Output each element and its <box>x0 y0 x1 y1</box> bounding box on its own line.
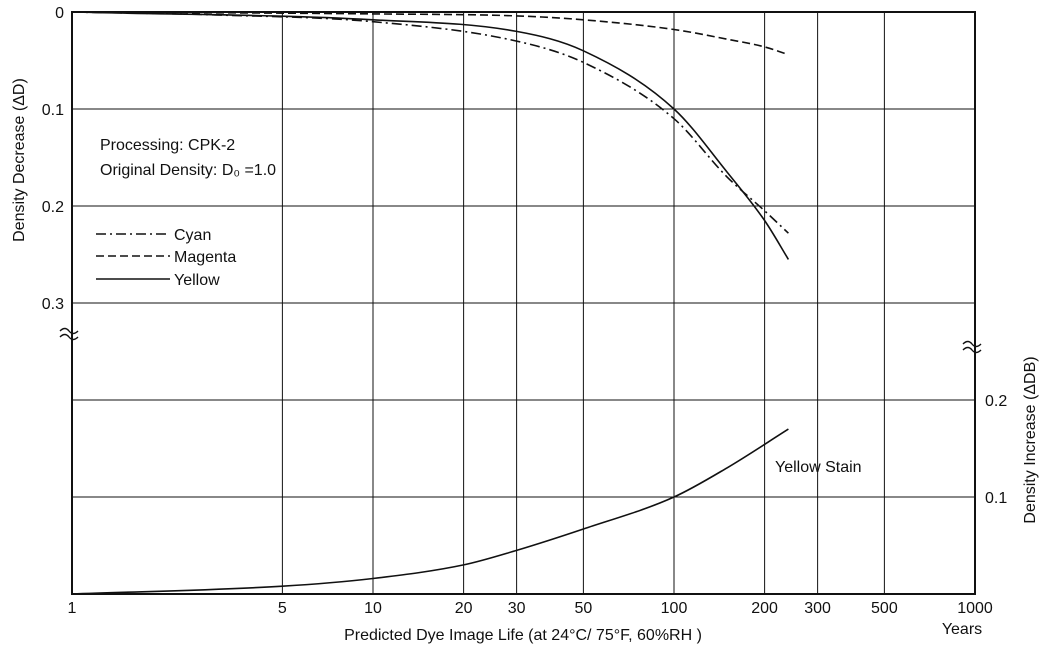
x-tick-label: 200 <box>751 600 778 617</box>
x-axis-title: Predicted Dye Image Life (at 24°C/ 75°F,… <box>344 627 702 644</box>
legend-label-yellow: Yellow <box>174 272 220 289</box>
series-line-cyan <box>71 11 789 234</box>
x-tick-labels: 1 5 10 20 30 50 100 200 300 500 1000 <box>68 600 993 617</box>
legend-label-magenta: Magenta <box>174 249 236 266</box>
x-tick-label: 30 <box>508 600 526 617</box>
x-tick-label: 5 <box>278 600 287 617</box>
left-y-tick-labels: 0 0.1 0.2 0.3 <box>42 5 64 313</box>
right-y-tick-labels: 0.1 0.2 <box>985 393 1007 507</box>
data-series <box>71 11 790 595</box>
series-line-yellow-stain <box>71 428 789 595</box>
x-axis-unit: Years <box>942 621 982 638</box>
x-tick-label: 1000 <box>957 600 993 617</box>
x-tick-label: 20 <box>455 600 473 617</box>
annotation-original-density: Original Density: D₀ =1.0 <box>100 162 276 179</box>
label-yellow-stain: Yellow Stain <box>775 459 862 476</box>
x-tick-label: 100 <box>661 600 688 617</box>
plot-frame <box>71 11 976 595</box>
series-line-yellow <box>71 11 790 260</box>
left-y-tick-label: 0.1 <box>42 102 64 119</box>
right-y-tick-label: 0.1 <box>985 490 1007 507</box>
left-axis-title: Density Decrease (ΔD) <box>11 78 28 242</box>
x-tick-label: 300 <box>804 600 831 617</box>
legend-label-cyan: Cyan <box>174 227 211 244</box>
right-y-tick-label: 0.2 <box>985 393 1007 410</box>
left-y-tick-label: 0.2 <box>42 199 64 216</box>
left-y-tick-label: 0.3 <box>42 296 64 313</box>
x-tick-label: 500 <box>871 600 898 617</box>
series-line-magenta <box>71 11 789 56</box>
x-tick-label: 1 <box>68 600 77 617</box>
x-tick-label: 10 <box>364 600 382 617</box>
left-y-tick-label: 0 <box>55 5 64 22</box>
left-axis-break-mark <box>59 327 79 341</box>
annotation-processing: Processing: CPK-2 <box>100 137 235 154</box>
x-tick-label: 50 <box>574 600 592 617</box>
legend: Cyan Magenta Yellow <box>96 227 236 289</box>
grid <box>72 12 975 594</box>
right-axis-break-mark <box>962 340 982 354</box>
right-axis-title: Density Increase (ΔDB) <box>1022 356 1039 523</box>
